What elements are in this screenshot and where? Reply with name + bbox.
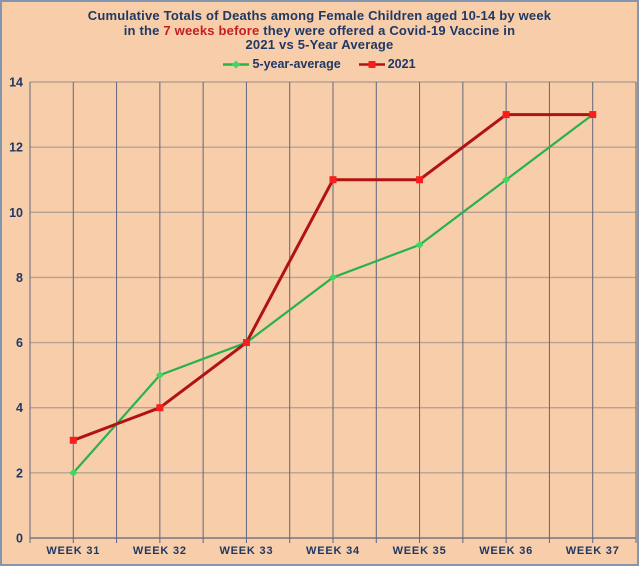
x-tick-label: WEEK 32 bbox=[133, 545, 187, 557]
y-tick-label: 10 bbox=[9, 206, 23, 220]
title-line-2-suffix: they were offered a Covid-19 Vaccine in bbox=[259, 22, 516, 38]
x-tick-label: WEEK 34 bbox=[306, 545, 360, 557]
data-point-2021 bbox=[329, 176, 337, 184]
y-tick-label: 14 bbox=[9, 76, 23, 90]
data-point-5-year-average bbox=[69, 468, 78, 477]
data-point-2021 bbox=[502, 111, 510, 119]
legend-item-5-year-average: 5-year-average bbox=[223, 57, 341, 71]
x-tick-label: WEEK 35 bbox=[393, 545, 447, 557]
y-tick-label: 0 bbox=[16, 532, 23, 546]
title-line-1: Cumulative Totals of Deaths among Female… bbox=[87, 8, 552, 23]
data-point-2021 bbox=[416, 176, 424, 184]
data-point-5-year-average bbox=[415, 240, 424, 249]
title-line-2: in the 7 weeks before they were offered … bbox=[2, 22, 637, 39]
data-point-5-year-average bbox=[329, 273, 337, 282]
line-square-marker-icon bbox=[358, 59, 385, 70]
chart-legend: 5-year-average 2021 bbox=[2, 57, 637, 71]
y-tick-label: 2 bbox=[16, 466, 23, 480]
legend-label: 2021 bbox=[387, 57, 416, 71]
line-diamond-marker-icon bbox=[223, 59, 250, 70]
x-tick-label: WEEK 33 bbox=[219, 545, 273, 557]
y-tick-label: 12 bbox=[9, 141, 23, 155]
data-point-2021 bbox=[156, 404, 164, 412]
title-line-2-prefix: in the bbox=[123, 22, 164, 38]
x-tick-label: WEEK 36 bbox=[479, 545, 533, 557]
data-point-2021 bbox=[589, 111, 597, 119]
title-highlight: 7 weeks before bbox=[163, 22, 260, 38]
chart-title: Cumulative Totals of Deaths among Female… bbox=[2, 8, 637, 53]
title-line-3: 2021 vs 5-Year Average bbox=[245, 37, 394, 52]
legend-item-2021: 2021 bbox=[358, 57, 416, 71]
x-tick-label: WEEK 37 bbox=[566, 545, 620, 557]
y-tick-label: 6 bbox=[16, 336, 23, 350]
data-point-2021 bbox=[242, 339, 250, 347]
data-point-5-year-average bbox=[155, 371, 164, 380]
legend-label: 5-year-average bbox=[252, 57, 341, 71]
data-point-2021 bbox=[69, 436, 77, 444]
data-point-5-year-average bbox=[502, 175, 511, 184]
y-tick-label: 4 bbox=[16, 401, 23, 415]
x-tick-label: WEEK 31 bbox=[46, 545, 100, 557]
y-tick-label: 8 bbox=[16, 271, 23, 285]
